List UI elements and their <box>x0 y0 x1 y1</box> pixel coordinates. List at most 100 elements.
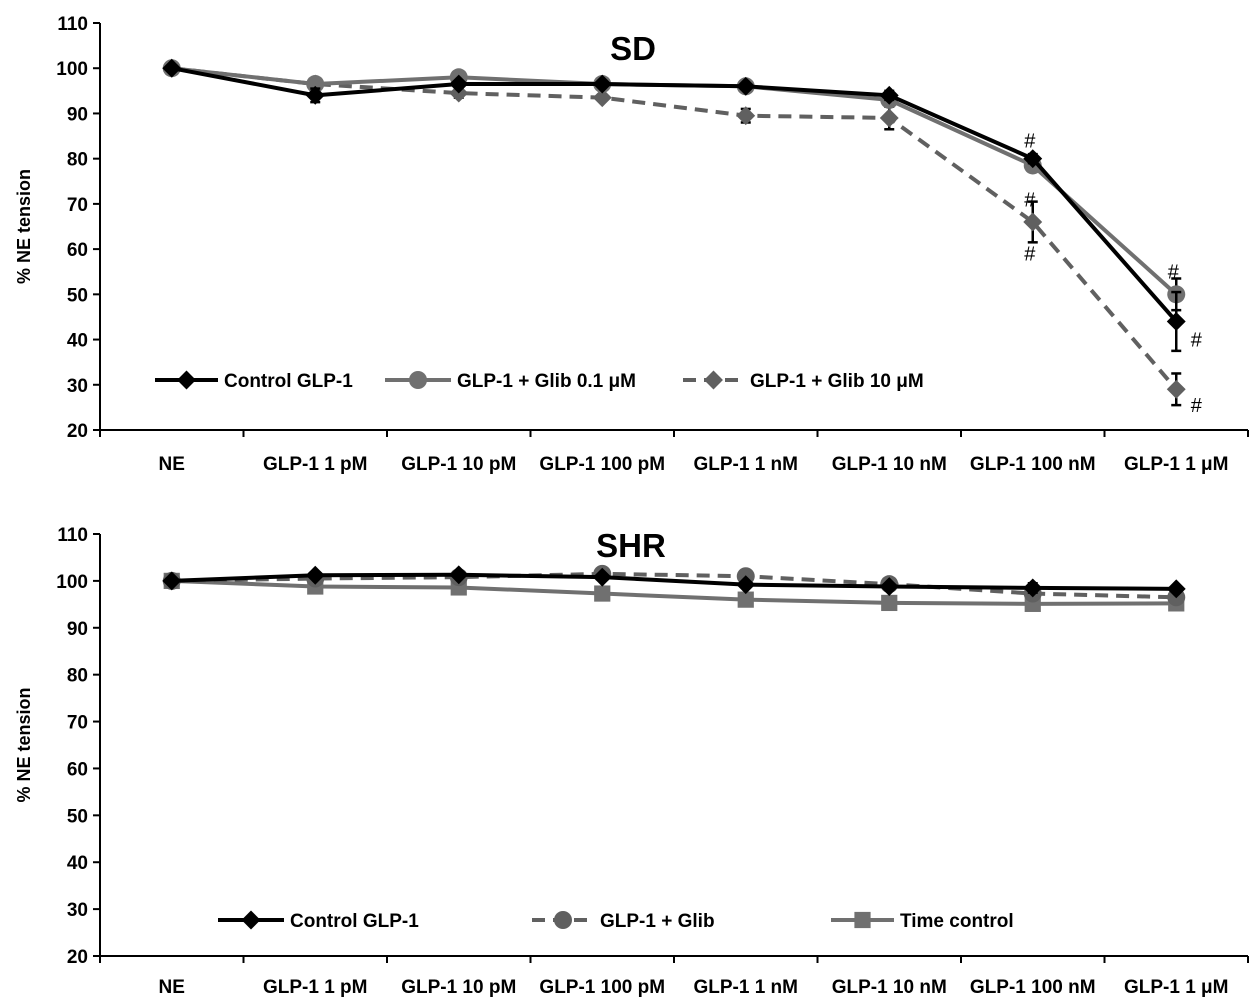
data-point <box>1166 312 1186 331</box>
y-tick-label: 90 <box>67 619 88 640</box>
data-point <box>736 76 756 96</box>
significance-mark: # <box>1168 262 1180 284</box>
legend-label: Time control <box>900 911 1014 932</box>
legend-label: Control GLP-1 <box>290 911 419 932</box>
y-tick-label: 80 <box>67 666 88 687</box>
y-tick-label: 60 <box>67 759 88 780</box>
x-tick-label: NE <box>159 977 185 997</box>
y-tick-label: 60 <box>67 240 88 261</box>
y-tick-label: 100 <box>56 59 88 80</box>
data-point <box>736 106 756 126</box>
y-tick-label: 50 <box>67 806 88 827</box>
x-tick-label: GLP-1 1 nM <box>693 454 798 475</box>
y-axis-label: % NE tension <box>14 169 34 284</box>
legend-marker <box>177 370 196 390</box>
data-point <box>592 74 612 94</box>
data-point <box>1023 212 1043 232</box>
x-tick-label: GLP-1 10 nM <box>832 454 947 475</box>
chart-sd: 20 30 40 50 60 70 80 90 100 110 NE GLP-1 1 pM GLP-1 … <box>14 14 1249 475</box>
data-point <box>592 88 612 108</box>
legend-marker <box>554 911 572 929</box>
y-tick-label: 70 <box>67 195 88 216</box>
series-1 <box>162 58 1186 353</box>
legend-label: GLP-1 + Glib 0.1 μM <box>457 371 636 392</box>
significance-mark: # <box>1024 131 1036 153</box>
legend: Control GLP-1 GLP-1 + Glib 0.1 μM GLP-1 + … <box>155 370 924 392</box>
data-point <box>737 591 754 608</box>
x-tick-label: GLP-1 100 nM <box>970 454 1096 475</box>
data-point <box>1023 578 1043 598</box>
legend-item: GLP-1 + Glib <box>532 911 715 932</box>
y-tick-label: 110 <box>57 525 88 546</box>
significance-mark: # <box>1024 189 1036 211</box>
data-point <box>881 594 898 612</box>
y-axis-label: % NE tension <box>14 687 34 802</box>
data-point <box>879 577 899 596</box>
legend-marker <box>409 371 427 389</box>
x-tick-label: GLP-1 10 pM <box>401 454 516 475</box>
chart-title: SD <box>610 30 656 67</box>
data-point <box>449 565 469 585</box>
series-1 <box>162 565 1186 599</box>
significance-mark: # <box>1191 330 1203 352</box>
x-tick-label: GLP-1 100 pM <box>539 454 665 475</box>
y-tick-label: 80 <box>67 150 88 171</box>
data-point <box>736 575 756 595</box>
series-line <box>171 572 1177 591</box>
y-tick-label: 90 <box>67 104 88 125</box>
series-line <box>171 66 1178 391</box>
y-tick-label: 20 <box>67 947 88 968</box>
y-tick-label: 30 <box>67 900 88 921</box>
data-point <box>594 585 611 602</box>
data-point <box>449 74 469 94</box>
legend-item: Time control <box>831 911 1014 932</box>
data-point <box>162 571 182 591</box>
legend-label: GLP-1 + Glib <box>600 911 715 932</box>
legend-marker <box>854 911 871 929</box>
legend-marker <box>704 370 723 390</box>
data-point <box>305 85 325 105</box>
y-tick-label: 100 <box>56 572 88 593</box>
x-tick-label: GLP-1 1 μM <box>1124 454 1229 475</box>
significance-mark: # <box>1024 244 1036 266</box>
legend: Control GLP-1 GLP-1 + Glib Time control <box>218 910 1014 932</box>
legend-label: Control GLP-1 <box>224 371 353 392</box>
x-tick-label: GLP-1 10 nM <box>832 977 947 997</box>
chart-title: SHR <box>596 527 666 564</box>
data-point <box>305 565 325 585</box>
series-line <box>171 66 1178 323</box>
data-point <box>879 108 899 128</box>
x-tick-label: GLP-1 1 pM <box>263 454 368 475</box>
data-point <box>1166 379 1186 399</box>
legend-item: Control GLP-1 <box>155 370 353 392</box>
x-tick-label: GLP-1 1 nM <box>693 977 798 997</box>
series-line <box>171 578 1177 606</box>
y-tick-label: 40 <box>67 853 88 874</box>
x-tick-label: GLP-1 100 pM <box>539 977 665 997</box>
legend-marker <box>241 910 261 930</box>
legend-item: Control GLP-1 <box>218 910 419 932</box>
chart-shr: 20 30 40 50 60 70 80 90 100 110 NE GLP-1 1 pM GLP-1 … <box>14 525 1249 997</box>
x-tick-label: GLP-1 100 nM <box>970 977 1096 997</box>
legend-item: GLP-1 + Glib 10 μM <box>683 370 924 392</box>
y-tick-label: 50 <box>67 285 88 306</box>
y-tick-label: 70 <box>67 713 88 734</box>
legend-item: GLP-1 + Glib 0.1 μM <box>385 371 636 392</box>
x-tick-label: GLP-1 1 μM <box>1124 977 1229 997</box>
x-tick-label: NE <box>159 454 185 475</box>
y-tick-label: 20 <box>67 421 88 442</box>
series-3 <box>162 58 1186 407</box>
x-tick-label: GLP-1 10 pM <box>401 977 516 997</box>
significance-mark: # <box>1191 395 1203 417</box>
legend-label: GLP-1 + Glib 10 μM <box>750 371 924 392</box>
x-tick-label: GLP-1 1 pM <box>263 977 368 997</box>
y-tick-label: 30 <box>67 376 88 397</box>
y-tick-label: 110 <box>57 14 88 35</box>
data-point <box>1023 149 1043 169</box>
data-point <box>592 567 612 587</box>
data-point <box>879 85 899 105</box>
data-point <box>1166 579 1186 599</box>
data-point <box>162 58 182 78</box>
y-tick-label: 40 <box>67 331 88 352</box>
